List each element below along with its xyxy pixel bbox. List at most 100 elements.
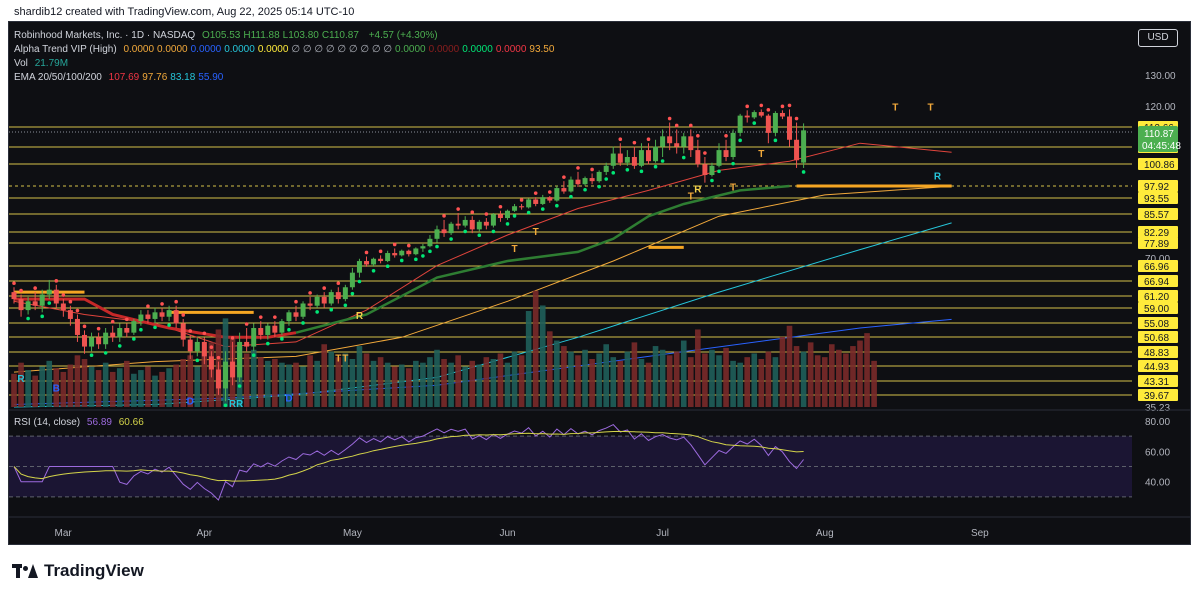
time-tick-jul: Jul: [656, 528, 669, 539]
candle-body-55: [399, 250, 405, 256]
volume-bar-41: [300, 366, 306, 407]
time-axis: Mar Apr May Jun Jul Aug Sep: [55, 528, 990, 539]
volume-bar-4: [39, 366, 45, 407]
level-badge-7: [1138, 237, 1178, 249]
level-label-13: 50.68: [1144, 333, 1169, 344]
candle-body-10: [82, 334, 87, 347]
volume-bar-21: [159, 371, 165, 407]
candle-body-94: [674, 143, 680, 147]
time-tick-mar: Mar: [55, 528, 73, 539]
candle-body-86: [617, 153, 623, 163]
currency-button[interactable]: USD: [1138, 29, 1178, 47]
volume-bar-93: [666, 355, 673, 407]
trend-dot-93: [667, 116, 672, 121]
trend-dot-3: [33, 286, 37, 290]
candle-body-17: [131, 321, 137, 333]
volume-bar-89: [638, 359, 645, 407]
volume-bar-53: [384, 362, 391, 407]
candles: [11, 103, 807, 408]
candle-body-90: [646, 150, 651, 162]
alpha-trend-legend[interactable]: Alpha Trend VIP (High) 0.0000 0.0000 0.000…: [14, 44, 561, 55]
candle-body-49: [356, 261, 362, 273]
volume-bar-3: [32, 375, 38, 407]
volume-bar-94: [673, 351, 680, 407]
trend-dot-12: [96, 326, 101, 331]
volume-bar-17: [131, 373, 137, 407]
trend-dot-106: [759, 103, 764, 108]
trend-dot-55: [399, 258, 404, 263]
volume-bar-106: [758, 359, 765, 407]
candle-body-41: [300, 303, 306, 317]
trend-dot-15: [117, 344, 122, 348]
candle-body-68: [490, 214, 496, 226]
candle-body-72: [519, 206, 525, 208]
trend-dot-25: [188, 329, 193, 333]
trend-dot-30: [223, 403, 228, 408]
trend-dot-91: [653, 164, 658, 169]
volume-legend[interactable]: Vol 21.79M: [14, 58, 72, 69]
level-badge-15: [1138, 360, 1178, 372]
volume-bar-5: [46, 360, 53, 407]
volume-bar-75: [539, 305, 546, 407]
trend-dot-101: [724, 133, 728, 138]
candle-body-25: [187, 339, 193, 352]
signal-D-14: D: [187, 397, 194, 408]
volume-bar-117: [836, 349, 842, 407]
volume-bar-19: [145, 366, 151, 407]
volume-bar-105: [751, 353, 758, 407]
rsi-legend[interactable]: RSI (14, close) 56.89 60.66: [14, 417, 148, 428]
trend-dot-57: [414, 257, 418, 262]
volume-bar-64: [462, 366, 468, 407]
trend-dot-88: [632, 140, 637, 145]
candle-body-74: [533, 199, 539, 204]
volume-bar-20: [152, 375, 158, 407]
alpha-trend-values-10: 93.50: [529, 44, 555, 55]
volume-bar-59: [427, 357, 433, 407]
volume-bar-24: [180, 359, 186, 407]
volume-bar-82: [589, 359, 595, 407]
signal-D-15: D: [285, 393, 292, 404]
volume-bar-22: [166, 368, 172, 407]
rsi-label: RSI (14, close): [14, 417, 81, 428]
trend-dot-78: [562, 175, 566, 179]
candle-body-82: [589, 178, 595, 182]
ohlc-values-1: H111.88: [243, 30, 280, 41]
volume-label: Vol: [14, 58, 28, 69]
trend-dot-45: [329, 307, 334, 312]
price-tick-3: 35.23: [1145, 403, 1170, 414]
trend-dot-67: [484, 212, 489, 216]
last-price-label: 110.87: [1144, 129, 1174, 140]
level-badge-6: [1138, 226, 1178, 238]
trend-dot-8: [68, 299, 73, 304]
volume-bar-115: [821, 357, 828, 407]
volume-bar-85: [610, 357, 617, 407]
rsi-tick-1: 60.00: [1145, 447, 1170, 458]
trend-dot-54: [392, 242, 397, 247]
candle-body-40: [293, 312, 299, 317]
trend-dot-37: [273, 315, 277, 319]
trend-dot-83: [597, 184, 601, 189]
candle-body-58: [420, 246, 426, 249]
volume-bar-51: [370, 360, 377, 407]
volume-bar-50: [363, 353, 370, 407]
volume-bar-107: [765, 351, 772, 407]
trend-dot-96: [689, 123, 693, 128]
trend-dot-17: [132, 337, 136, 341]
volume-bar-43: [314, 360, 320, 407]
volume-bar-63: [455, 355, 461, 407]
trend-dot-35: [258, 315, 263, 319]
trend-dot-68: [491, 229, 496, 234]
trend-dot-112: [801, 170, 806, 174]
volume-bar-76: [547, 331, 553, 407]
trend-dot-33: [244, 322, 249, 326]
candle-body-96: [688, 136, 694, 151]
signal-R-16: R: [236, 399, 244, 410]
candle-body-13: [103, 332, 109, 345]
ohlc-values-2: L103.80: [282, 30, 319, 41]
ema-legend[interactable]: EMA 20/50/100/200 107.69 97.76 83.18 55.90: [14, 72, 230, 83]
trend-dot-73: [526, 210, 531, 215]
tradingview-brand: TradingView: [44, 561, 144, 580]
level-badge-11: [1138, 302, 1178, 314]
trend-dot-43: [315, 310, 319, 314]
